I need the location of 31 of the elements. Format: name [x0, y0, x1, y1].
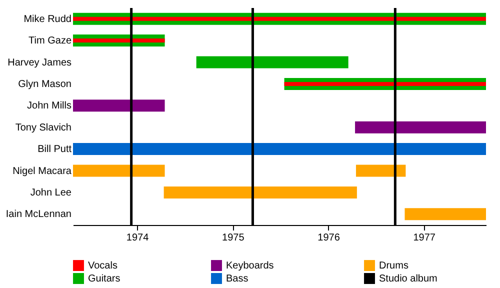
- legend-label: Vocals: [88, 260, 118, 272]
- bar: [73, 100, 165, 112]
- y-tick-label: Mike Rudd: [24, 14, 72, 25]
- y-tick-label: Bill Putt: [38, 144, 72, 156]
- y-tick-label: Nigel Macara: [12, 166, 72, 177]
- y-tick-label: Tony Slavich: [15, 122, 72, 134]
- x-tick-label: 1976: [318, 232, 340, 244]
- bar: [355, 121, 486, 134]
- y-tick-label: Glyn Mason: [18, 78, 72, 90]
- y-tick-label: John Mills: [27, 100, 72, 112]
- bar: [196, 56, 348, 68]
- bar: [73, 143, 486, 156]
- bar: [73, 16, 486, 21]
- legend-label: Keyboards: [226, 260, 274, 272]
- bar: [164, 186, 357, 198]
- y-tick-label: Harvey James: [8, 57, 72, 68]
- y-tick-label: Iain McLennan: [6, 209, 72, 220]
- y-tick-label: John Lee: [30, 187, 72, 198]
- legend-label: Guitars: [88, 274, 120, 284]
- bar: [284, 82, 486, 86]
- x-tick-label: 1974: [126, 232, 150, 244]
- x-tick-label: 1977: [413, 232, 436, 244]
- bar: [404, 208, 486, 220]
- bar: [356, 164, 406, 177]
- x-tick-label: 1975: [222, 232, 245, 244]
- bar: [73, 164, 165, 177]
- legend-label: Studio album: [379, 274, 438, 284]
- bar: [73, 38, 165, 43]
- y-tick-label: Tim Gaze: [28, 36, 72, 47]
- legend-label: Bass: [226, 274, 248, 284]
- legend-label: Drums: [379, 260, 408, 272]
